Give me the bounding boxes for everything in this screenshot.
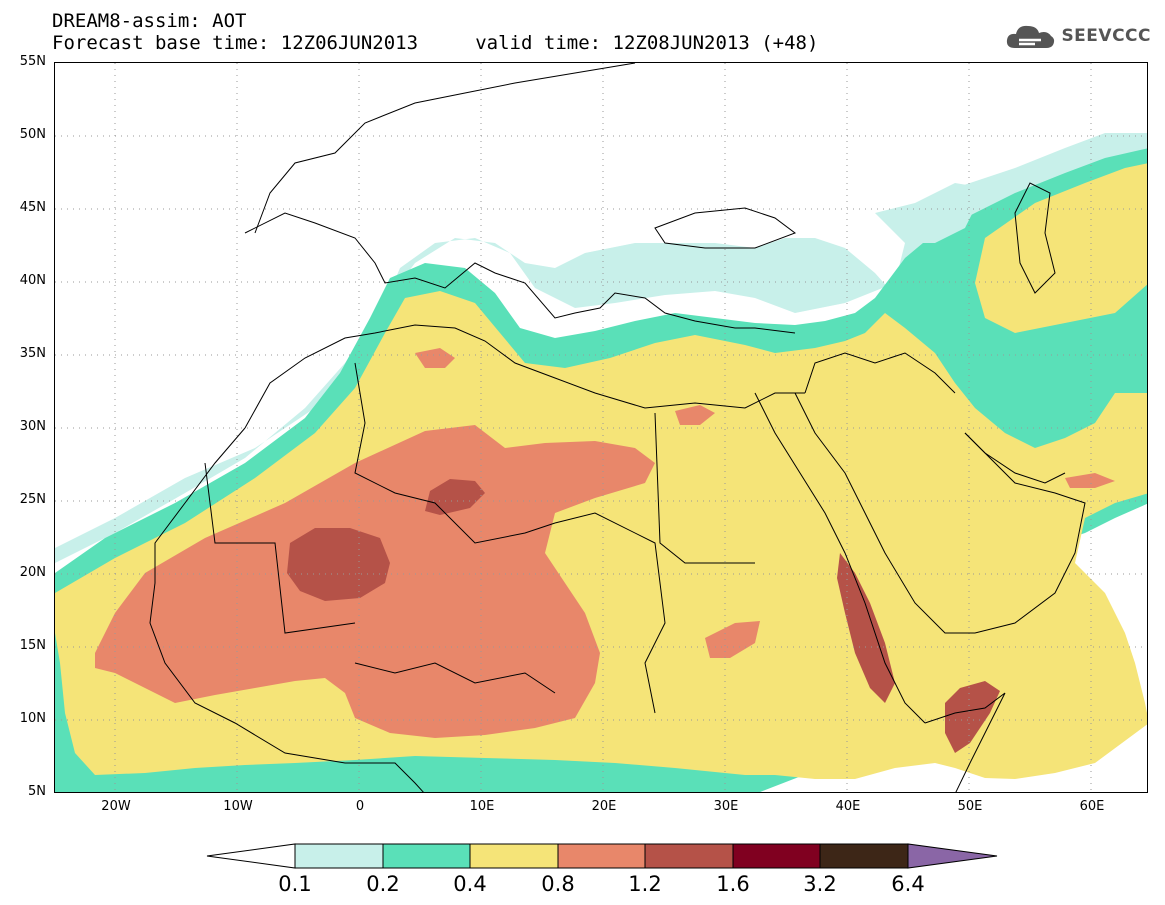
legend-label: 1.6 [716, 872, 750, 896]
lat-label: 25N [19, 492, 46, 507]
lat-label: 50N [19, 127, 46, 142]
aot-band-0.8-patch1 [415, 348, 455, 368]
aot-band-0.8-patch4 [1065, 473, 1115, 488]
lon-label: 20E [591, 799, 617, 814]
lat-label: 55N [19, 54, 46, 69]
map-title: DREAM8-assim: AOT [52, 10, 247, 32]
legend-arrow-high [907, 843, 998, 869]
lat-label: 45N [19, 200, 46, 215]
forecast-time-line: Forecast base time: 12Z06JUN2013 valid t… [52, 32, 819, 54]
lat-label: 5N [28, 784, 46, 799]
lat-label: 15N [19, 638, 46, 653]
lat-label: 10N [19, 711, 46, 726]
aot-contours [55, 133, 1147, 792]
legend-box-3 [469, 843, 559, 869]
aot-band-1.2-north [425, 479, 485, 515]
lon-label: 30E [713, 799, 739, 814]
aot-field-map[interactable] [55, 63, 1148, 793]
lat-label: 20N [19, 565, 46, 580]
logo-text: SEEVCCC [1061, 26, 1151, 46]
legend-label: 0.8 [541, 872, 575, 896]
graticule [55, 63, 1147, 792]
lon-label: 0 [355, 799, 365, 814]
lon-label: 10W [223, 799, 253, 814]
seevccc-logo: SEEVCCC [1005, 22, 1151, 50]
legend-arrow-low [206, 843, 296, 869]
aot-band-0.4-ne [975, 163, 1147, 333]
legend-box-6 [732, 843, 821, 869]
lat-label: 35N [19, 346, 46, 361]
aot-band-0.1 [55, 133, 1147, 563]
aot-band-1.2-somalia [945, 681, 1000, 753]
legend-label: 6.4 [891, 872, 925, 896]
legend-box-7 [819, 843, 909, 869]
lon-label: 60E [1079, 799, 1105, 814]
aot-band-0.8-patch2 [675, 405, 715, 425]
legend-box-1 [294, 843, 384, 869]
aot-band-0.2-caspian [875, 183, 985, 243]
lon-label: 10E [469, 799, 495, 814]
legend-label: 1.2 [628, 872, 662, 896]
aot-band-1.2-redsea [837, 553, 895, 703]
aot-band-1.2-center [287, 528, 390, 601]
lon-label: 20W [101, 799, 131, 814]
legend-box-2 [382, 843, 471, 869]
legend-label: 0.2 [366, 872, 400, 896]
legend-box-5 [644, 843, 734, 869]
aot-band-0.8-patch3 [705, 621, 760, 658]
lon-label: 50E [957, 799, 983, 814]
cloud-icon [1007, 25, 1055, 48]
legend-box-4 [557, 843, 646, 869]
color-legend [206, 843, 998, 869]
lat-label: 40N [19, 273, 46, 288]
legend-label: 3.2 [803, 872, 837, 896]
legend-label: 0.1 [278, 872, 312, 896]
legend-label: 0.4 [453, 872, 487, 896]
map-panel[interactable] [54, 62, 1148, 793]
lon-label: 40E [835, 799, 861, 814]
lat-label: 30N [19, 419, 46, 434]
coastlines [149, 63, 1086, 792]
